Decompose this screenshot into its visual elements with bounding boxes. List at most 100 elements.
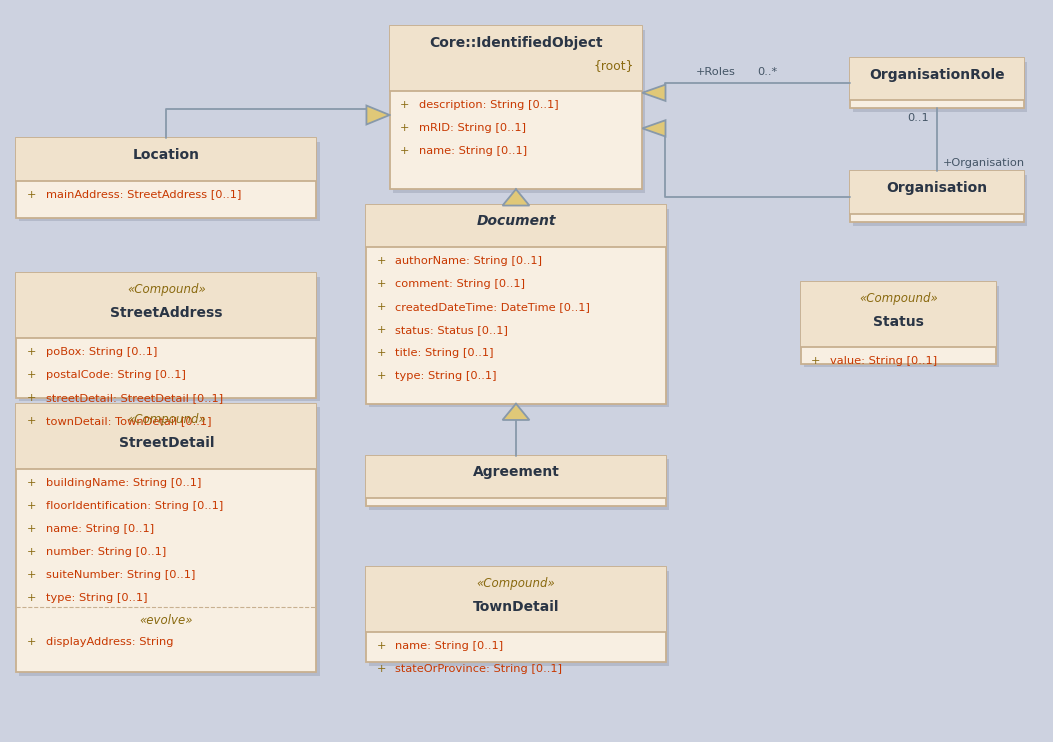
Text: Status: Status bbox=[873, 315, 923, 329]
Polygon shape bbox=[642, 120, 665, 137]
FancyBboxPatch shape bbox=[366, 567, 665, 632]
FancyBboxPatch shape bbox=[20, 277, 319, 401]
Text: +: + bbox=[27, 637, 36, 647]
Text: +: + bbox=[27, 593, 36, 603]
Text: «Compound»: «Compound» bbox=[859, 292, 937, 305]
FancyBboxPatch shape bbox=[17, 138, 316, 218]
FancyBboxPatch shape bbox=[17, 273, 316, 338]
FancyBboxPatch shape bbox=[369, 571, 669, 666]
Text: streetDetail: StreetDetail [0..1]: streetDetail: StreetDetail [0..1] bbox=[46, 393, 223, 403]
Text: description: String [0..1]: description: String [0..1] bbox=[419, 100, 559, 110]
Text: value: String [0..1]: value: String [0..1] bbox=[830, 356, 937, 366]
Text: +: + bbox=[27, 524, 36, 533]
FancyBboxPatch shape bbox=[390, 26, 642, 91]
Text: +: + bbox=[376, 279, 385, 289]
Text: «Compound»: «Compound» bbox=[127, 283, 205, 296]
Text: status: Status [0..1]: status: Status [0..1] bbox=[396, 325, 509, 335]
FancyBboxPatch shape bbox=[850, 171, 1024, 214]
FancyBboxPatch shape bbox=[366, 567, 665, 662]
Text: +: + bbox=[376, 256, 385, 266]
Text: postalCode: String [0..1]: postalCode: String [0..1] bbox=[46, 370, 185, 380]
Text: townDetail: TownDetail [0..1]: townDetail: TownDetail [0..1] bbox=[46, 416, 212, 426]
Text: Agreement: Agreement bbox=[473, 465, 559, 479]
Text: +: + bbox=[27, 478, 36, 487]
Text: +: + bbox=[376, 371, 385, 381]
Polygon shape bbox=[502, 189, 530, 206]
Text: {root}: {root} bbox=[594, 59, 634, 72]
Text: floorIdentification: String [0..1]: floorIdentification: String [0..1] bbox=[46, 501, 223, 510]
Text: authorName: String [0..1]: authorName: String [0..1] bbox=[396, 256, 542, 266]
Text: type: String [0..1]: type: String [0..1] bbox=[46, 593, 147, 603]
FancyBboxPatch shape bbox=[17, 139, 316, 181]
FancyBboxPatch shape bbox=[369, 459, 669, 510]
Text: «Compound»: «Compound» bbox=[127, 413, 205, 427]
Text: +: + bbox=[811, 356, 820, 366]
Text: suiteNumber: String [0..1]: suiteNumber: String [0..1] bbox=[46, 570, 195, 580]
Text: createdDateTime: DateTime [0..1]: createdDateTime: DateTime [0..1] bbox=[396, 302, 591, 312]
Text: +: + bbox=[376, 325, 385, 335]
FancyBboxPatch shape bbox=[850, 58, 1024, 100]
FancyBboxPatch shape bbox=[803, 286, 998, 367]
FancyBboxPatch shape bbox=[17, 404, 316, 672]
Text: 0..*: 0..* bbox=[757, 68, 777, 77]
FancyBboxPatch shape bbox=[850, 171, 1024, 222]
Text: +: + bbox=[376, 348, 385, 358]
Polygon shape bbox=[642, 85, 665, 101]
FancyBboxPatch shape bbox=[800, 282, 995, 347]
Polygon shape bbox=[502, 404, 530, 420]
Text: Document: Document bbox=[476, 214, 556, 229]
Text: +: + bbox=[376, 641, 385, 651]
Text: +: + bbox=[27, 547, 36, 556]
FancyBboxPatch shape bbox=[366, 205, 665, 404]
Text: +: + bbox=[400, 146, 410, 156]
Text: +: + bbox=[27, 393, 36, 403]
Text: +Organisation: +Organisation bbox=[942, 159, 1025, 168]
FancyBboxPatch shape bbox=[853, 175, 1027, 226]
Text: «Compound»: «Compound» bbox=[477, 577, 555, 590]
FancyBboxPatch shape bbox=[366, 205, 665, 247]
Text: mRID: String [0..1]: mRID: String [0..1] bbox=[419, 123, 526, 133]
Text: title: String [0..1]: title: String [0..1] bbox=[396, 348, 494, 358]
FancyBboxPatch shape bbox=[853, 62, 1027, 112]
Text: name: String [0..1]: name: String [0..1] bbox=[419, 146, 528, 156]
FancyBboxPatch shape bbox=[393, 30, 645, 193]
Text: type: String [0..1]: type: String [0..1] bbox=[396, 371, 497, 381]
Text: +: + bbox=[400, 123, 410, 133]
FancyBboxPatch shape bbox=[800, 282, 995, 364]
FancyBboxPatch shape bbox=[20, 142, 319, 222]
Text: displayAddress: String: displayAddress: String bbox=[46, 637, 174, 647]
Text: OrganisationRole: OrganisationRole bbox=[870, 68, 1005, 82]
Text: Location: Location bbox=[133, 148, 200, 162]
Text: «evolve»: «evolve» bbox=[140, 614, 193, 627]
FancyBboxPatch shape bbox=[850, 58, 1024, 108]
Text: TownDetail: TownDetail bbox=[473, 600, 559, 614]
Text: +: + bbox=[27, 370, 36, 380]
Text: poBox: String [0..1]: poBox: String [0..1] bbox=[46, 347, 157, 357]
Text: name: String [0..1]: name: String [0..1] bbox=[396, 641, 503, 651]
Text: +: + bbox=[27, 416, 36, 426]
FancyBboxPatch shape bbox=[17, 273, 316, 398]
FancyBboxPatch shape bbox=[17, 404, 316, 469]
Text: StreetAddress: StreetAddress bbox=[111, 306, 222, 320]
Text: number: String [0..1]: number: String [0..1] bbox=[46, 547, 166, 556]
Text: +: + bbox=[376, 664, 385, 674]
Text: 0..1: 0..1 bbox=[907, 113, 929, 122]
Text: StreetDetail: StreetDetail bbox=[119, 436, 214, 450]
Text: Core::IdentifiedObject: Core::IdentifiedObject bbox=[430, 36, 602, 50]
FancyBboxPatch shape bbox=[366, 456, 665, 506]
Text: stateOrProvince: String [0..1]: stateOrProvince: String [0..1] bbox=[396, 664, 562, 674]
Text: buildingName: String [0..1]: buildingName: String [0..1] bbox=[46, 478, 201, 487]
FancyBboxPatch shape bbox=[366, 456, 665, 498]
Text: +Roles: +Roles bbox=[696, 68, 736, 77]
Text: Organisation: Organisation bbox=[887, 181, 988, 195]
Text: comment: String [0..1]: comment: String [0..1] bbox=[396, 279, 525, 289]
Text: name: String [0..1]: name: String [0..1] bbox=[46, 524, 154, 533]
Polygon shape bbox=[366, 105, 390, 125]
FancyBboxPatch shape bbox=[20, 407, 319, 676]
Text: +: + bbox=[27, 570, 36, 580]
FancyBboxPatch shape bbox=[390, 26, 642, 189]
Text: +: + bbox=[27, 190, 36, 200]
Text: +: + bbox=[376, 302, 385, 312]
Text: +: + bbox=[400, 100, 410, 110]
Text: +: + bbox=[27, 501, 36, 510]
